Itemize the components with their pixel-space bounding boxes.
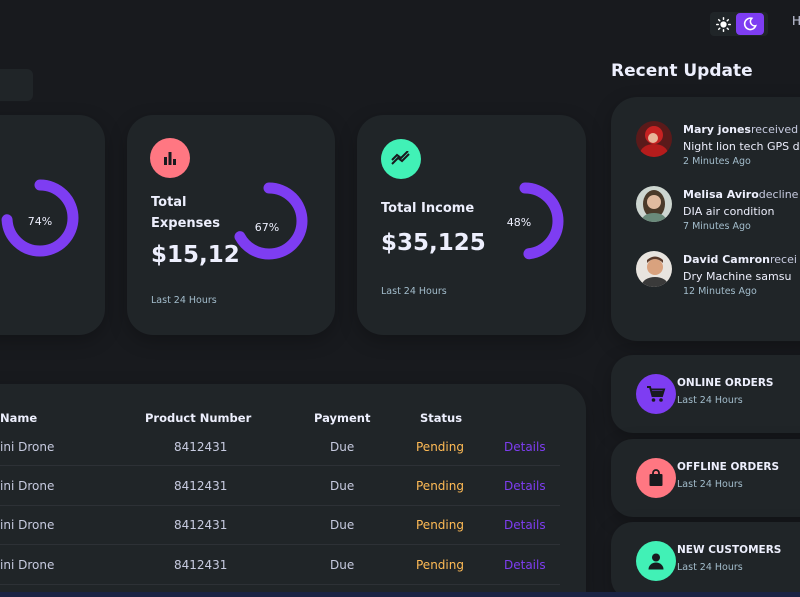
sales-percent: 74% <box>27 215 53 228</box>
update-time: 7 Minutes Ago <box>683 221 751 232</box>
update-action: recei <box>769 253 797 266</box>
cell-payment: Due <box>330 479 355 493</box>
avatar <box>636 251 672 287</box>
sales-card: 74% <box>0 115 105 335</box>
cell-name: ini Drone <box>0 558 55 572</box>
cell-status: Pending <box>416 558 464 572</box>
trend-line-icon <box>381 139 421 179</box>
cell-status: Pending <box>416 440 464 454</box>
person-icon <box>636 541 676 581</box>
online-orders-card[interactable]: ONLINE ORDERS Last 24 Hours <box>611 355 800 433</box>
sun-icon[interactable] <box>710 13 736 35</box>
expenses-footer: Last 24 Hours <box>151 295 217 306</box>
offline-orders-sub: Last 24 Hours <box>677 479 743 490</box>
cell-payment: Due <box>330 440 355 454</box>
cell-payment: Due <box>330 518 355 532</box>
date-input[interactable] <box>0 69 33 101</box>
update-time: 2 Minutes Ago <box>683 156 751 167</box>
expenses-card: Total Expenses $15,12 Last 24 Hours 67% <box>127 115 335 335</box>
update-time: 12 Minutes Ago <box>683 286 757 297</box>
row-divider <box>0 465 560 466</box>
avatar <box>636 186 672 222</box>
expenses-percent: 67% <box>254 221 280 234</box>
income-percent: 48% <box>506 216 532 229</box>
cell-payment: Due <box>330 558 355 572</box>
avatar <box>636 121 672 157</box>
update-user-name: Melisa Aviro <box>683 188 759 201</box>
offline-orders-card[interactable]: OFFLINE ORDERS Last 24 Hours <box>611 439 800 517</box>
shopping-cart-icon <box>636 374 676 414</box>
shopping-bag-icon <box>636 458 676 498</box>
cell-product-number: 8412431 <box>174 440 228 454</box>
recent-updates-card: Mary jonesreceived Night lion tech GPS d… <box>611 97 800 341</box>
details-link[interactable]: Details <box>504 440 546 454</box>
taskbar-strip <box>0 592 800 597</box>
offline-orders-title: OFFLINE ORDERS <box>677 461 780 473</box>
income-progress-ring <box>486 182 564 260</box>
new-customers-title: NEW CUSTOMERS <box>677 544 782 556</box>
row-divider <box>0 505 560 506</box>
update-detail: Night lion tech GPS d <box>683 140 800 153</box>
cell-status: Pending <box>416 518 464 532</box>
update-detail: DIA air condition <box>683 205 775 218</box>
expenses-progress-ring <box>230 182 308 260</box>
expenses-value: $15,12 <box>151 242 240 268</box>
profile-greeting-text: H <box>792 14 800 28</box>
income-title: Total Income <box>381 201 475 216</box>
bar-chart-icon <box>150 138 190 178</box>
update-action: decline <box>758 188 799 201</box>
new-customers-sub: Last 24 Hours <box>677 562 743 573</box>
ring-arc <box>1 179 79 257</box>
cell-name: ini Drone <box>0 440 55 454</box>
income-footer: Last 24 Hours <box>381 286 447 297</box>
online-orders-sub: Last 24 Hours <box>677 395 743 406</box>
column-header-payment: Payment <box>314 411 371 425</box>
details-link[interactable]: Details <box>504 558 546 572</box>
cell-status: Pending <box>416 479 464 493</box>
income-card: Total Income $35,125 Last 24 Hours 48% <box>357 115 586 335</box>
row-divider <box>0 544 560 545</box>
new-customers-card[interactable]: NEW CUSTOMERS Last 24 Hours <box>611 522 800 597</box>
sales-progress-ring <box>1 179 79 257</box>
update-action: received <box>750 123 799 136</box>
cell-product-number: 8412431 <box>174 518 228 532</box>
update-user-name: David Camron <box>683 253 770 266</box>
details-link[interactable]: Details <box>504 479 546 493</box>
recent-updates-title: Recent Update <box>611 61 753 81</box>
cell-name: ini Drone <box>0 518 55 532</box>
ring-arc <box>486 182 564 260</box>
row-divider <box>0 584 560 585</box>
column-header-name: Name <box>0 411 38 425</box>
theme-toggler[interactable] <box>710 12 768 36</box>
online-orders-title: ONLINE ORDERS <box>677 377 774 389</box>
cell-product-number: 8412431 <box>174 558 228 572</box>
ring-arc <box>230 182 308 260</box>
cell-name: ini Drone <box>0 479 55 493</box>
expenses-title: Total Expenses <box>151 195 220 231</box>
income-value: $35,125 <box>381 230 486 256</box>
update-user-name: Mary jones <box>683 123 751 136</box>
moon-icon[interactable] <box>736 13 764 35</box>
column-header-status: Status <box>420 411 463 425</box>
column-header-product-number: Product Number <box>145 411 252 425</box>
update-detail: Dry Machine samsu <box>683 270 792 283</box>
recent-orders-card <box>0 384 586 597</box>
cell-product-number: 8412431 <box>174 479 228 493</box>
details-link[interactable]: Details <box>504 518 546 532</box>
